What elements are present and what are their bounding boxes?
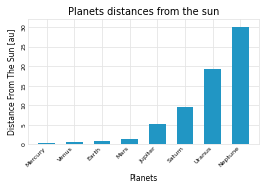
X-axis label: Planets: Planets bbox=[129, 174, 157, 183]
Bar bbox=[177, 107, 193, 144]
Bar bbox=[94, 141, 110, 144]
Bar bbox=[232, 27, 248, 144]
Bar bbox=[204, 69, 221, 144]
Bar bbox=[149, 124, 166, 144]
Bar bbox=[66, 142, 83, 144]
Title: Planets distances from the sun: Planets distances from the sun bbox=[68, 7, 219, 17]
Bar bbox=[38, 143, 55, 144]
Bar bbox=[121, 139, 138, 144]
Y-axis label: Distance From The Sun [au]: Distance From The Sun [au] bbox=[7, 29, 16, 135]
